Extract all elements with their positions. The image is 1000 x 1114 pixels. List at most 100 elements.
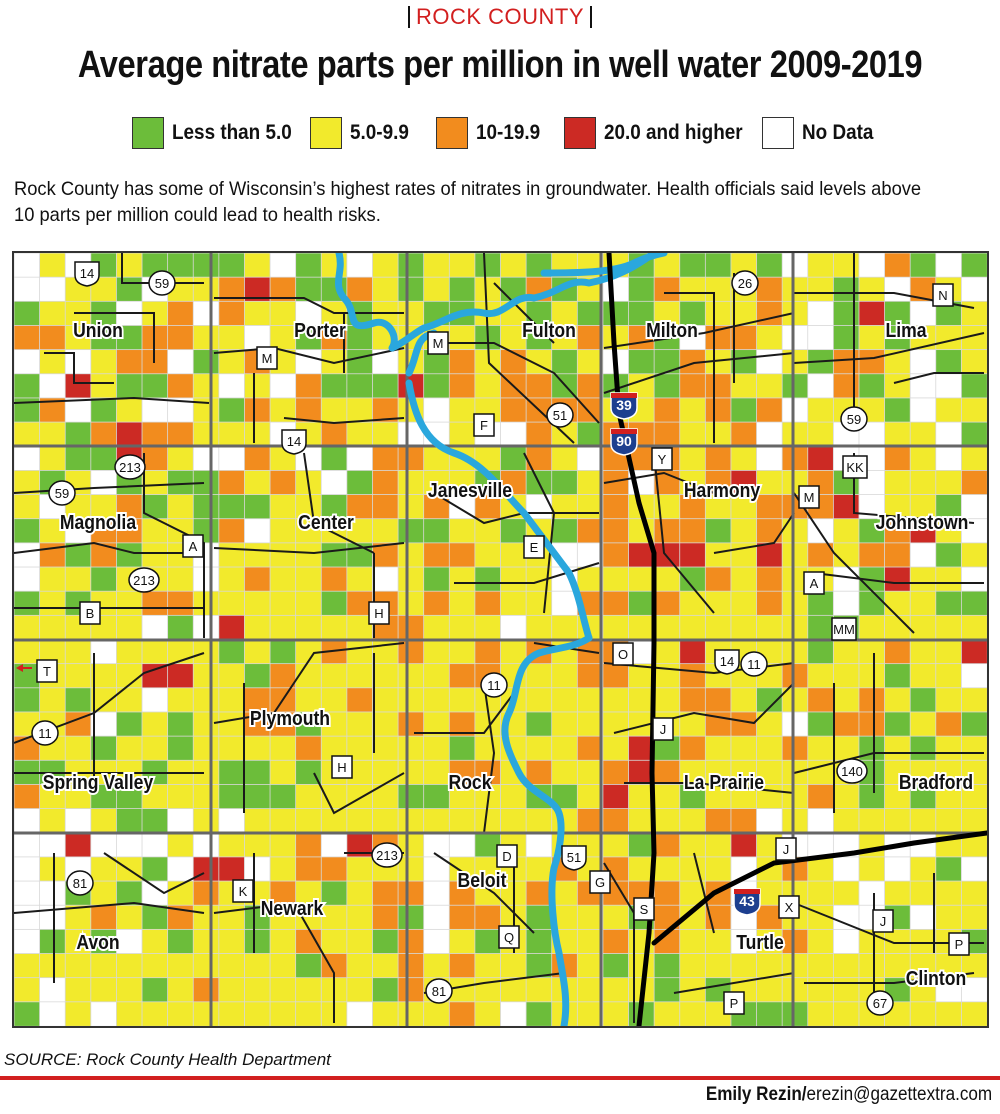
grid-cell [90, 445, 118, 472]
grid-cell [474, 276, 502, 303]
grid-cell [397, 856, 425, 882]
grid-cell [320, 928, 348, 955]
grid-cell [218, 566, 246, 592]
road [664, 292, 715, 443]
grid-cell [909, 808, 937, 834]
state-highway-marker-icon: 140 [836, 758, 868, 784]
grid-cell [832, 687, 860, 713]
grid-cell [832, 590, 860, 617]
grid-cell [807, 711, 835, 737]
grid-cell [730, 832, 758, 858]
grid-cell [909, 445, 937, 472]
grid-cell [90, 421, 118, 447]
grid-cell [858, 928, 886, 955]
grid-cell [730, 397, 758, 423]
source-note: SOURCE: Rock County Health Department [4, 1050, 331, 1069]
state-highway-marker-icon: 81 [66, 870, 94, 896]
grid-cell [525, 832, 553, 858]
grid-cell [423, 759, 450, 786]
grid-cell [423, 1001, 450, 1026]
route-label: J [660, 722, 667, 737]
grid-cell [116, 953, 143, 979]
grid-cell [346, 276, 374, 303]
grid-cell [192, 687, 220, 713]
route-label: 51 [567, 850, 581, 865]
grid-cell [653, 397, 681, 423]
grid-cell [807, 639, 835, 665]
grid-cell [858, 711, 886, 737]
grid-cell [141, 735, 169, 761]
grid-cell [244, 784, 271, 810]
grid-cell [704, 421, 732, 447]
county-road-marker-icon: G [589, 870, 611, 894]
grid-cell [269, 590, 297, 617]
grid-cell [832, 663, 860, 689]
grid-cell [14, 373, 41, 399]
grid-cell [884, 373, 911, 399]
grid-cell [884, 542, 911, 568]
grid-cell [807, 663, 835, 689]
grid-cell [192, 832, 220, 858]
grid-cell [295, 856, 322, 882]
grid-cell [218, 663, 246, 689]
intro-text: Rock County has some of Wisconsin’s high… [14, 178, 922, 226]
route-label: X [785, 900, 794, 915]
grid-cell [832, 880, 860, 906]
grid-cell [372, 904, 399, 931]
rivers [334, 253, 668, 1026]
grid-cell [346, 397, 374, 423]
grid-cell [39, 614, 66, 641]
road [793, 492, 915, 634]
grid-cell [909, 880, 937, 906]
grid-cell [116, 276, 143, 303]
grid-cell [884, 735, 911, 761]
grid-cell [807, 784, 835, 810]
grid-cell [909, 397, 937, 423]
state-highway-marker-icon: 11 [480, 672, 508, 698]
grid-cell [807, 735, 835, 761]
grid-cell [192, 977, 220, 1003]
grid-cell [244, 1001, 271, 1026]
grid-cell [397, 663, 425, 689]
grid-cell [807, 445, 835, 472]
grid-cell [653, 784, 681, 810]
grid-cell [653, 759, 681, 786]
grid-cell [756, 953, 783, 979]
grid-cell [372, 276, 399, 303]
grid-cell [192, 856, 220, 882]
grid-cell [64, 735, 92, 761]
state-highway-marker-icon: 11 [31, 720, 59, 746]
grid-cell [935, 904, 963, 931]
grid-cell [167, 687, 194, 713]
grid-cell [39, 300, 66, 327]
grid-cell [679, 445, 707, 472]
route-label: 140 [841, 764, 863, 779]
grid-cell [448, 953, 476, 979]
grid-cell [141, 856, 169, 882]
grid-cell [14, 977, 41, 1003]
grid-cell [90, 880, 118, 906]
grid-cell [192, 880, 220, 906]
grid-cell [346, 784, 374, 810]
grid-cell [64, 639, 92, 665]
grid-cell [218, 590, 246, 617]
grid-cell [576, 566, 604, 592]
grid-cell [64, 687, 92, 713]
county-road-marker-icon: S [633, 897, 655, 921]
grid-cell [525, 373, 553, 399]
grid-cell [372, 808, 399, 834]
grid-cell [320, 880, 348, 906]
route-label: J [880, 914, 887, 929]
road [693, 852, 715, 934]
grid-cell [704, 614, 732, 641]
grid-cell [141, 1001, 169, 1026]
grid-cell [909, 566, 937, 592]
road [483, 253, 575, 444]
state-highway-marker-icon: 59 [148, 270, 176, 296]
grid-cell [960, 253, 987, 278]
grid-cell [884, 953, 911, 979]
grid-cell [90, 977, 118, 1003]
township-label: Rock [448, 771, 492, 793]
grid-cell [909, 253, 937, 278]
kicker-label: ROCK COUNTY [407, 6, 593, 28]
